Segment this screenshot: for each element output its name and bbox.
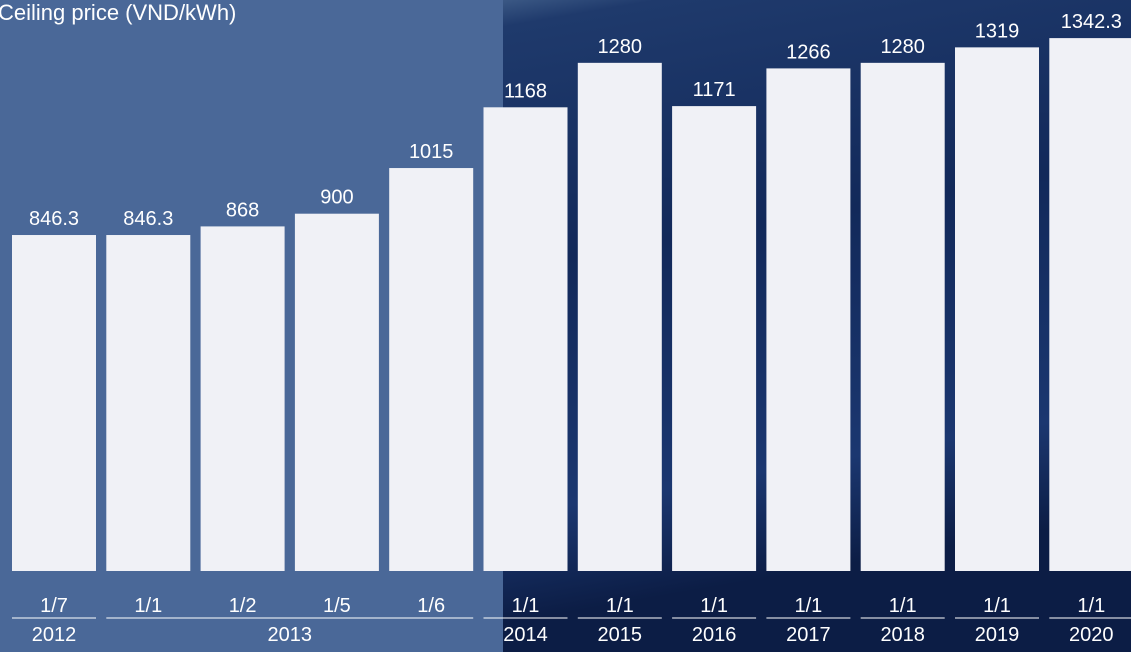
group-label: 2013 bbox=[268, 624, 313, 646]
x-tick-label: 1/1 bbox=[1077, 595, 1105, 617]
group-label: 2014 bbox=[503, 624, 548, 646]
group-label: 2020 bbox=[1069, 624, 1114, 646]
group-label: 2019 bbox=[975, 624, 1020, 646]
value-label: 1280 bbox=[880, 36, 925, 58]
value-label: 846.3 bbox=[29, 208, 79, 230]
value-label: 1015 bbox=[409, 141, 454, 163]
bar bbox=[106, 235, 190, 571]
chart-title: Ceiling price (VND/kWh) bbox=[0, 0, 236, 25]
bar bbox=[955, 47, 1039, 571]
chart: Ceiling price (VND/kWh) 846.3 1/7 846.3 1/1… bbox=[0, 0, 1131, 652]
bar bbox=[672, 106, 756, 571]
x-tick-label: 1/1 bbox=[983, 595, 1011, 617]
x-tick-label: 1/2 bbox=[229, 595, 257, 617]
group-label: 2012 bbox=[32, 624, 77, 646]
bar bbox=[389, 168, 473, 571]
group-label: 2016 bbox=[692, 624, 737, 646]
value-label: 1319 bbox=[975, 20, 1020, 42]
x-tick-label: 1/1 bbox=[700, 595, 728, 617]
value-label: 1266 bbox=[786, 41, 831, 63]
group-label: 2018 bbox=[880, 624, 925, 646]
bar bbox=[1049, 38, 1131, 571]
group-label: 2015 bbox=[598, 624, 643, 646]
bar bbox=[578, 63, 662, 571]
bar bbox=[861, 63, 945, 571]
value-label: 1168 bbox=[504, 80, 547, 102]
value-label: 1342.3 bbox=[1061, 11, 1122, 33]
bar bbox=[484, 107, 568, 571]
x-tick-label: 1/1 bbox=[606, 595, 634, 617]
bar bbox=[12, 235, 96, 571]
bar bbox=[766, 68, 850, 571]
x-tick-label: 1/1 bbox=[134, 595, 162, 617]
bar bbox=[295, 214, 379, 571]
x-tick-label: 1/1 bbox=[794, 595, 822, 617]
value-label: 1171 bbox=[693, 79, 736, 101]
x-tick-label: 1/5 bbox=[323, 595, 351, 617]
x-tick-label: 1/6 bbox=[417, 595, 445, 617]
value-label: 868 bbox=[226, 199, 259, 221]
value-label: 846.3 bbox=[123, 208, 173, 230]
group-label: 2017 bbox=[786, 624, 831, 646]
x-tick-label: 1/7 bbox=[40, 595, 68, 617]
x-tick-label: 1/1 bbox=[889, 595, 917, 617]
page: Ceiling price (VND/kWh) 846.3 1/7 846.3 1/1… bbox=[0, 0, 1131, 652]
value-label: 900 bbox=[320, 187, 353, 209]
bar bbox=[201, 226, 285, 571]
value-label: 1280 bbox=[598, 36, 643, 58]
x-tick-label: 1/1 bbox=[512, 595, 540, 617]
